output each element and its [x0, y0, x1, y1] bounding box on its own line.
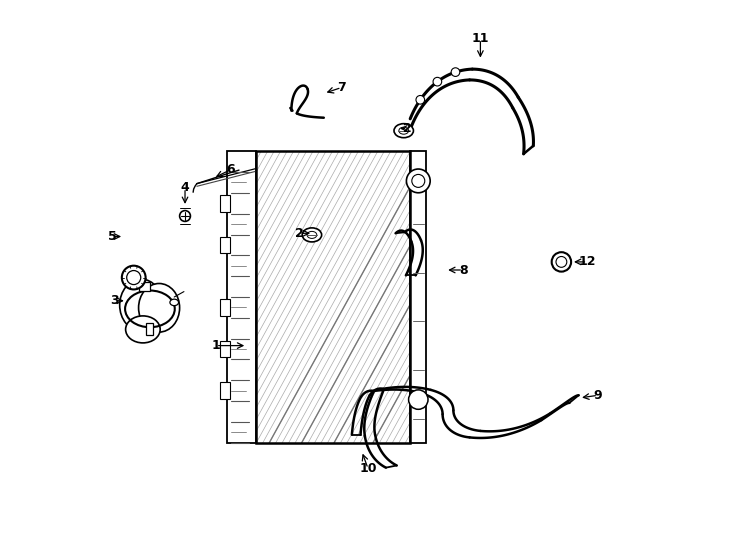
Ellipse shape	[126, 316, 160, 343]
Text: 5: 5	[108, 230, 117, 243]
Circle shape	[180, 211, 190, 221]
Bar	[227, 151, 256, 443]
Bar	[220, 382, 230, 399]
Text: 8: 8	[459, 264, 468, 276]
Bar	[256, 151, 410, 443]
Circle shape	[127, 271, 141, 285]
Text: 10: 10	[360, 462, 377, 475]
Ellipse shape	[170, 299, 178, 306]
Text: 12: 12	[578, 255, 596, 268]
Circle shape	[407, 169, 430, 193]
Text: 9: 9	[594, 389, 603, 402]
Circle shape	[122, 266, 145, 289]
Text: 2: 2	[403, 122, 412, 135]
Bar	[145, 323, 153, 335]
Text: 4: 4	[181, 181, 189, 194]
Text: 2: 2	[295, 227, 304, 240]
Circle shape	[409, 390, 428, 409]
Bar	[139, 282, 150, 291]
Bar	[220, 237, 230, 253]
Circle shape	[416, 96, 424, 104]
Bar	[410, 151, 426, 443]
Circle shape	[433, 77, 442, 86]
Text: 6: 6	[227, 163, 235, 176]
Circle shape	[552, 252, 571, 272]
Bar	[220, 341, 230, 357]
Ellipse shape	[399, 127, 409, 134]
Text: 1: 1	[211, 339, 220, 352]
Circle shape	[451, 68, 459, 77]
Circle shape	[556, 256, 567, 267]
Text: 3: 3	[111, 294, 119, 307]
Ellipse shape	[139, 284, 180, 332]
Ellipse shape	[307, 232, 317, 239]
Ellipse shape	[394, 124, 413, 138]
Bar	[220, 195, 230, 212]
Circle shape	[412, 174, 425, 187]
Text: 11: 11	[472, 32, 489, 45]
Ellipse shape	[120, 279, 163, 331]
Text: 7: 7	[337, 81, 346, 94]
Ellipse shape	[302, 228, 321, 242]
Bar	[220, 299, 230, 316]
Bar	[256, 151, 410, 443]
